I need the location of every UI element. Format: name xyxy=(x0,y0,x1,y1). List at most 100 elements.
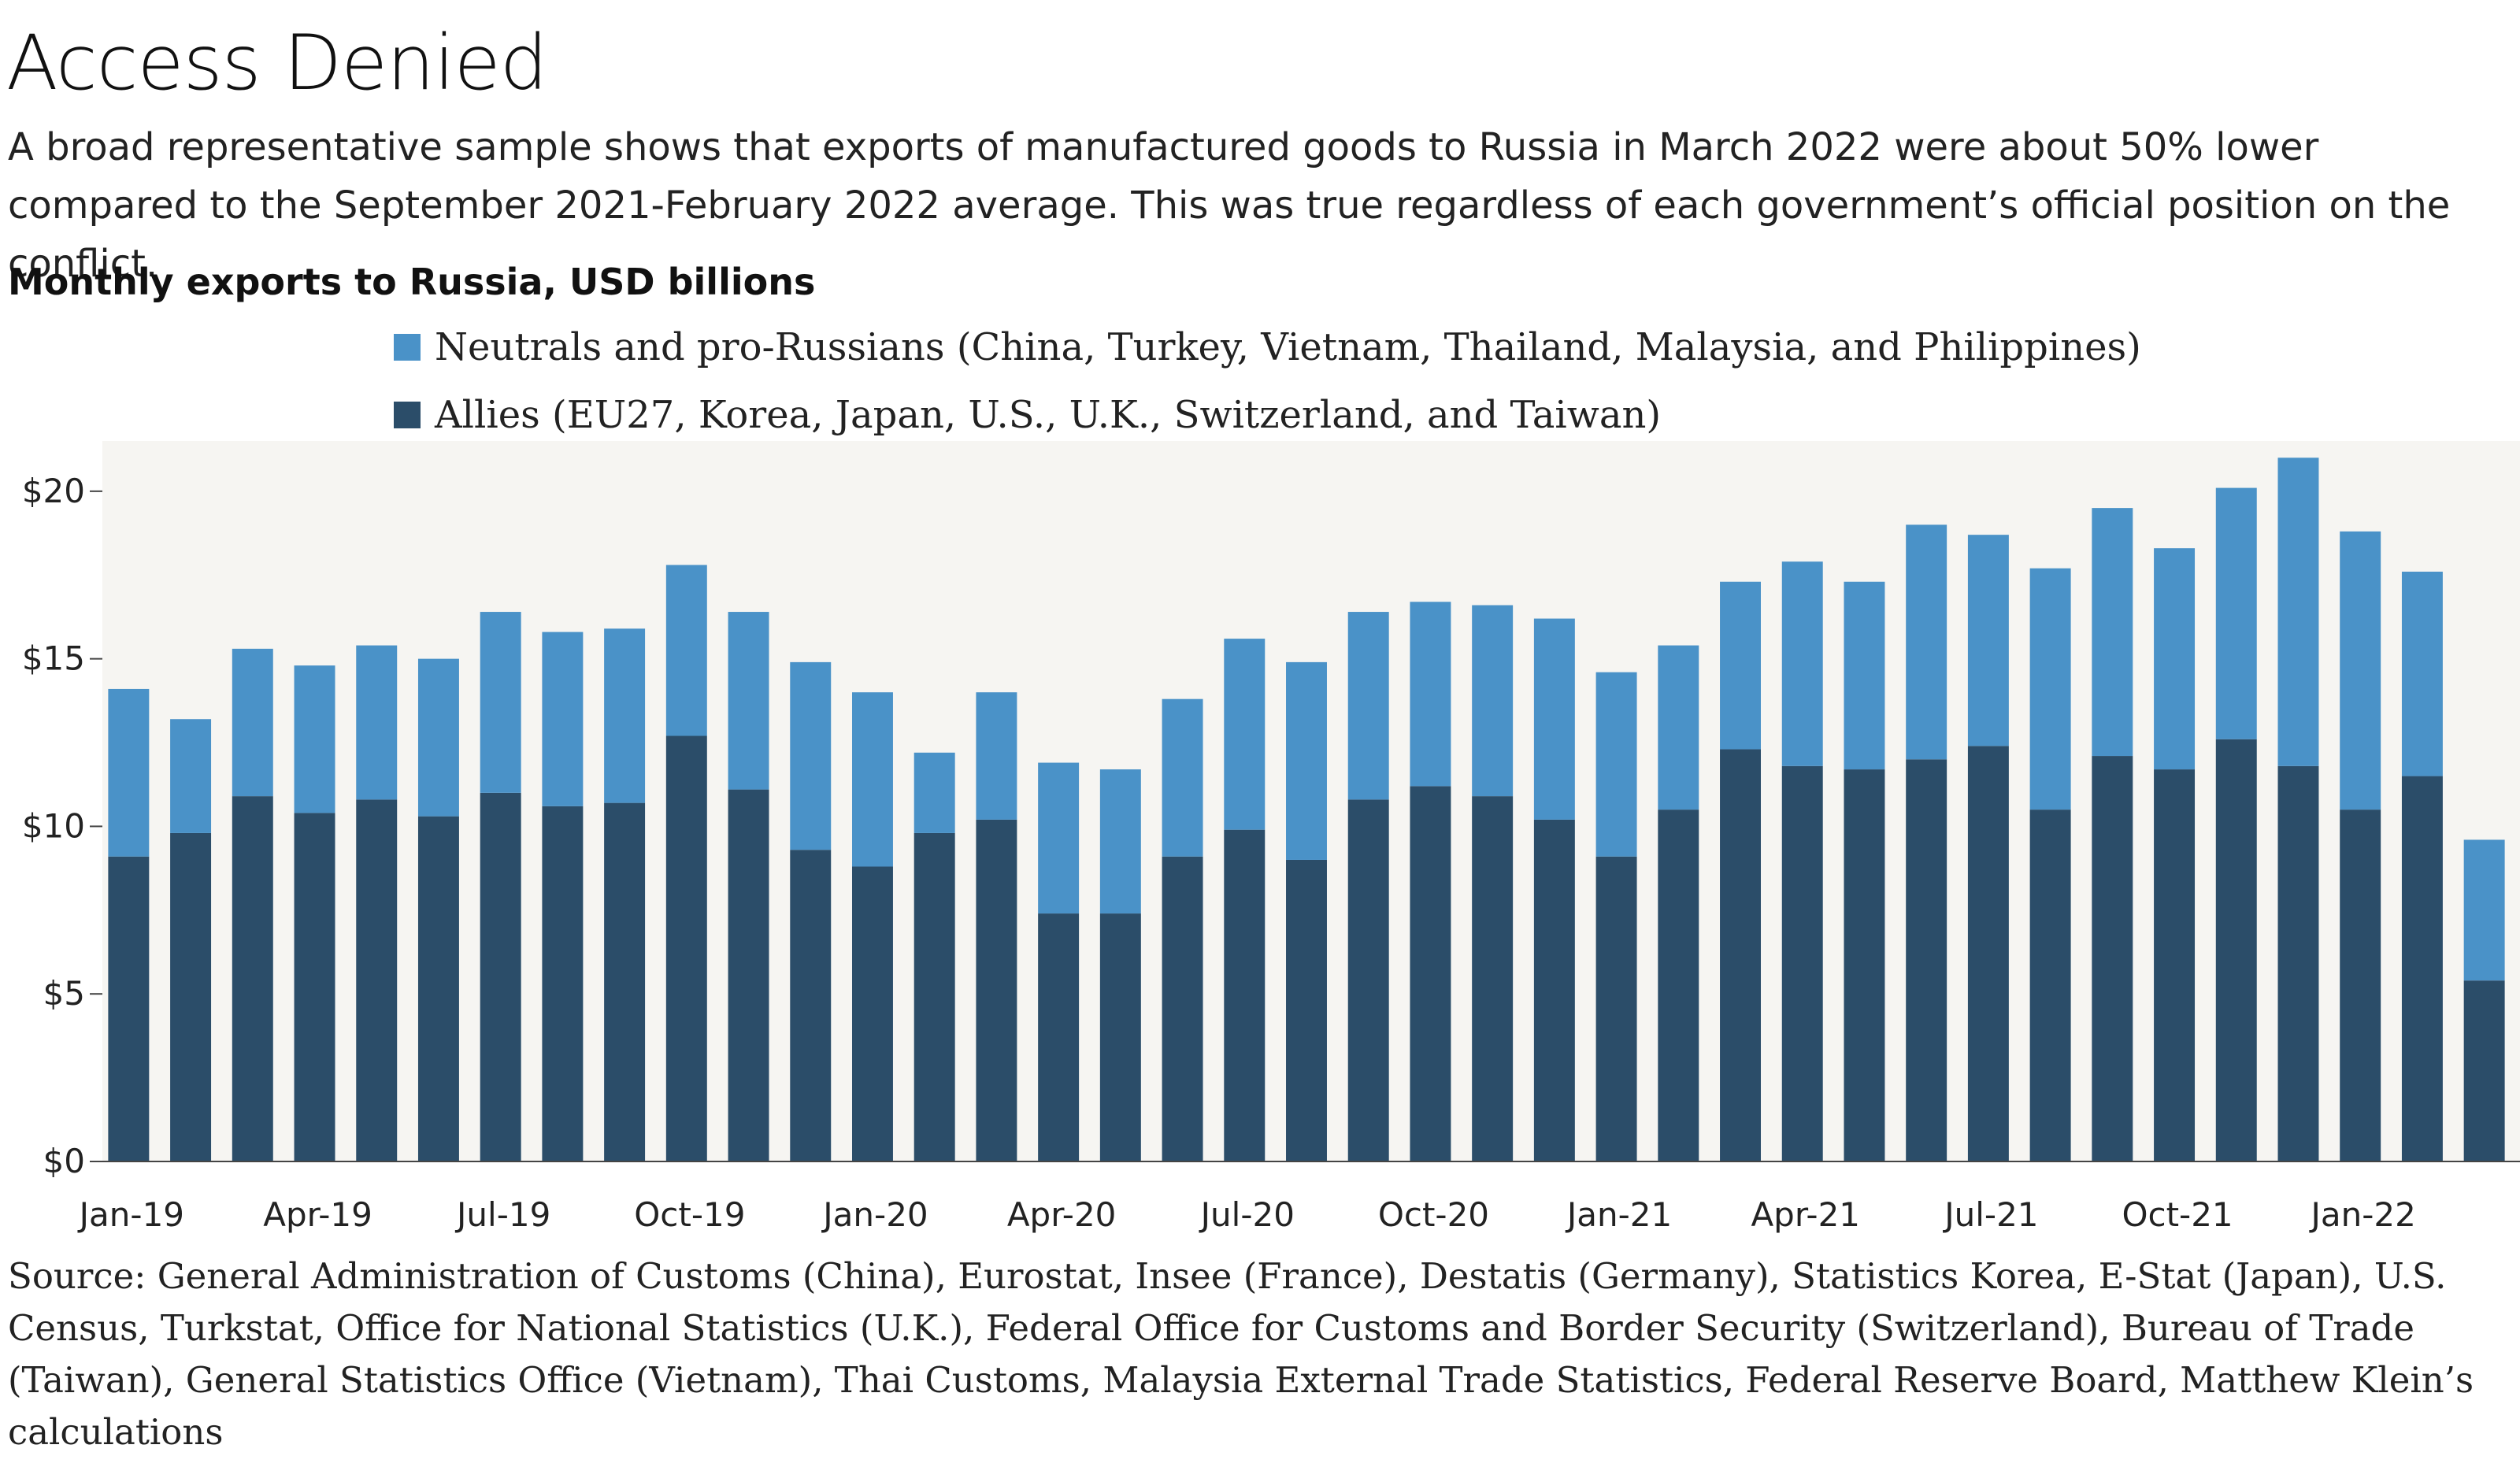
y-tick-label: $0 xyxy=(43,1142,85,1180)
bar-neutrals xyxy=(1347,612,1389,800)
bar-neutrals xyxy=(232,648,273,797)
bar-allies xyxy=(1286,859,1327,1161)
bar-neutrals xyxy=(480,612,521,793)
legend-label-allies: Allies (EU27, Korea, Japan, U.S., U.K., … xyxy=(435,393,1662,437)
bar-allies xyxy=(728,789,769,1161)
y-tick-label: $5 xyxy=(43,974,85,1013)
bar-allies xyxy=(1533,819,1575,1161)
bar-neutrals xyxy=(2029,568,2071,810)
x-tick-label: Oct-20 xyxy=(1378,1195,1489,1234)
bar-neutrals xyxy=(914,752,955,833)
bar-neutrals xyxy=(1472,605,1514,797)
bar-neutrals xyxy=(851,692,893,867)
bar-allies xyxy=(1224,829,1266,1161)
bar-allies xyxy=(1658,809,1699,1161)
bar-allies xyxy=(294,813,335,1161)
x-tick-label: Jul-21 xyxy=(1942,1195,2038,1234)
bar-allies xyxy=(2401,776,2443,1161)
legend: Neutrals and pro-Russians (China, Turkey… xyxy=(394,313,2141,449)
x-tick-label: Jul-19 xyxy=(454,1195,550,1234)
bar-neutrals xyxy=(1781,561,1823,766)
bar-neutrals xyxy=(108,688,150,857)
x-tick-label: Jan-19 xyxy=(77,1195,184,1234)
bar-allies xyxy=(1472,796,1514,1161)
bar-neutrals xyxy=(1038,762,1080,914)
chart-heading: Monthly exports to Russia, USD billions xyxy=(8,261,816,303)
legend-item-allies: Allies (EU27, Korea, Japan, U.S., U.K., … xyxy=(394,381,2141,449)
subtitle: A broad representative sample shows that… xyxy=(8,125,2451,286)
bar-allies xyxy=(170,832,212,1161)
page-title: Access Denied xyxy=(6,19,548,107)
bar-allies xyxy=(2340,809,2381,1161)
x-tick-label: Jan-20 xyxy=(821,1195,928,1234)
bar-allies xyxy=(1781,765,1823,1161)
legend-item-neutrals: Neutrals and pro-Russians (China, Turkey… xyxy=(394,313,2141,381)
bar-neutrals xyxy=(2277,458,2319,766)
stacked-bar-chart: $0 $5 $10 $15 $20 Jan-19 Apr-19 Jul-19 Oct-19 Jan… xyxy=(22,441,2520,1234)
bar-neutrals xyxy=(1099,769,1141,914)
bar-allies xyxy=(108,856,150,1161)
y-tick-label: $20 xyxy=(22,472,85,510)
bar-allies xyxy=(1844,769,1885,1161)
bar-allies xyxy=(1038,913,1080,1161)
x-tick-label: Apr-20 xyxy=(1007,1195,1117,1234)
bar-allies xyxy=(914,832,955,1161)
bar-allies xyxy=(1906,759,1947,1161)
bar-allies xyxy=(542,806,584,1161)
bar-allies xyxy=(2029,809,2071,1161)
bar-allies xyxy=(417,816,459,1161)
bar-neutrals xyxy=(1533,618,1575,820)
bar-neutrals xyxy=(728,612,769,790)
x-tick-label: Apr-19 xyxy=(263,1195,372,1234)
bar-neutrals xyxy=(1720,581,1762,750)
bar-neutrals xyxy=(2154,548,2196,770)
source-note: Source: General Administration of Custom… xyxy=(8,1255,2474,1453)
bar-allies xyxy=(1099,913,1141,1161)
y-tick-label: $10 xyxy=(22,806,85,845)
bar-allies xyxy=(1595,856,1637,1161)
bar-neutrals xyxy=(1410,602,1451,787)
bar-neutrals xyxy=(1967,535,2009,746)
bar-neutrals xyxy=(2401,571,2443,776)
bar-neutrals xyxy=(1844,581,1885,770)
bar-neutrals xyxy=(356,645,398,800)
bar-allies xyxy=(2463,980,2505,1161)
bar-neutrals xyxy=(1162,698,1203,857)
x-tick-label: Jan-21 xyxy=(1565,1195,1672,1234)
bar-allies xyxy=(1720,749,1762,1161)
x-tick-label: Oct-21 xyxy=(2122,1195,2233,1234)
bar-neutrals xyxy=(2092,508,2133,757)
legend-swatch-allies xyxy=(394,402,421,428)
bar-neutrals xyxy=(976,692,1017,820)
bar-allies xyxy=(665,735,707,1161)
bar-allies xyxy=(356,799,398,1161)
bar-allies xyxy=(1162,856,1203,1161)
bar-allies xyxy=(2215,739,2257,1161)
x-tick-label: Oct-19 xyxy=(634,1195,745,1234)
bar-neutrals xyxy=(604,628,646,803)
bar-neutrals xyxy=(1658,645,1699,810)
bar-neutrals xyxy=(790,661,832,850)
x-tick-label: Jan-22 xyxy=(2309,1195,2416,1234)
bar-neutrals xyxy=(2215,487,2257,739)
bar-neutrals xyxy=(665,565,707,736)
y-tick-label: $15 xyxy=(22,639,85,678)
x-tick-label: Jul-20 xyxy=(1199,1195,1295,1234)
bar-neutrals xyxy=(2463,839,2505,981)
bar-allies xyxy=(790,850,832,1161)
bar-neutrals xyxy=(2340,531,2381,810)
bar-neutrals xyxy=(170,719,212,833)
bar-allies xyxy=(1347,799,1389,1161)
bar-allies xyxy=(604,802,646,1161)
bar-allies xyxy=(2154,769,2196,1161)
bar-allies xyxy=(851,866,893,1161)
bar-neutrals xyxy=(1224,639,1266,830)
bar-neutrals xyxy=(1286,661,1327,860)
x-tick-label: Apr-21 xyxy=(1751,1195,1860,1234)
bar-neutrals xyxy=(542,632,584,806)
bar-neutrals xyxy=(417,658,459,817)
bar-allies xyxy=(2092,756,2133,1161)
bar-allies xyxy=(232,796,273,1161)
bar-allies xyxy=(1967,746,2009,1161)
bar-allies xyxy=(480,792,521,1161)
